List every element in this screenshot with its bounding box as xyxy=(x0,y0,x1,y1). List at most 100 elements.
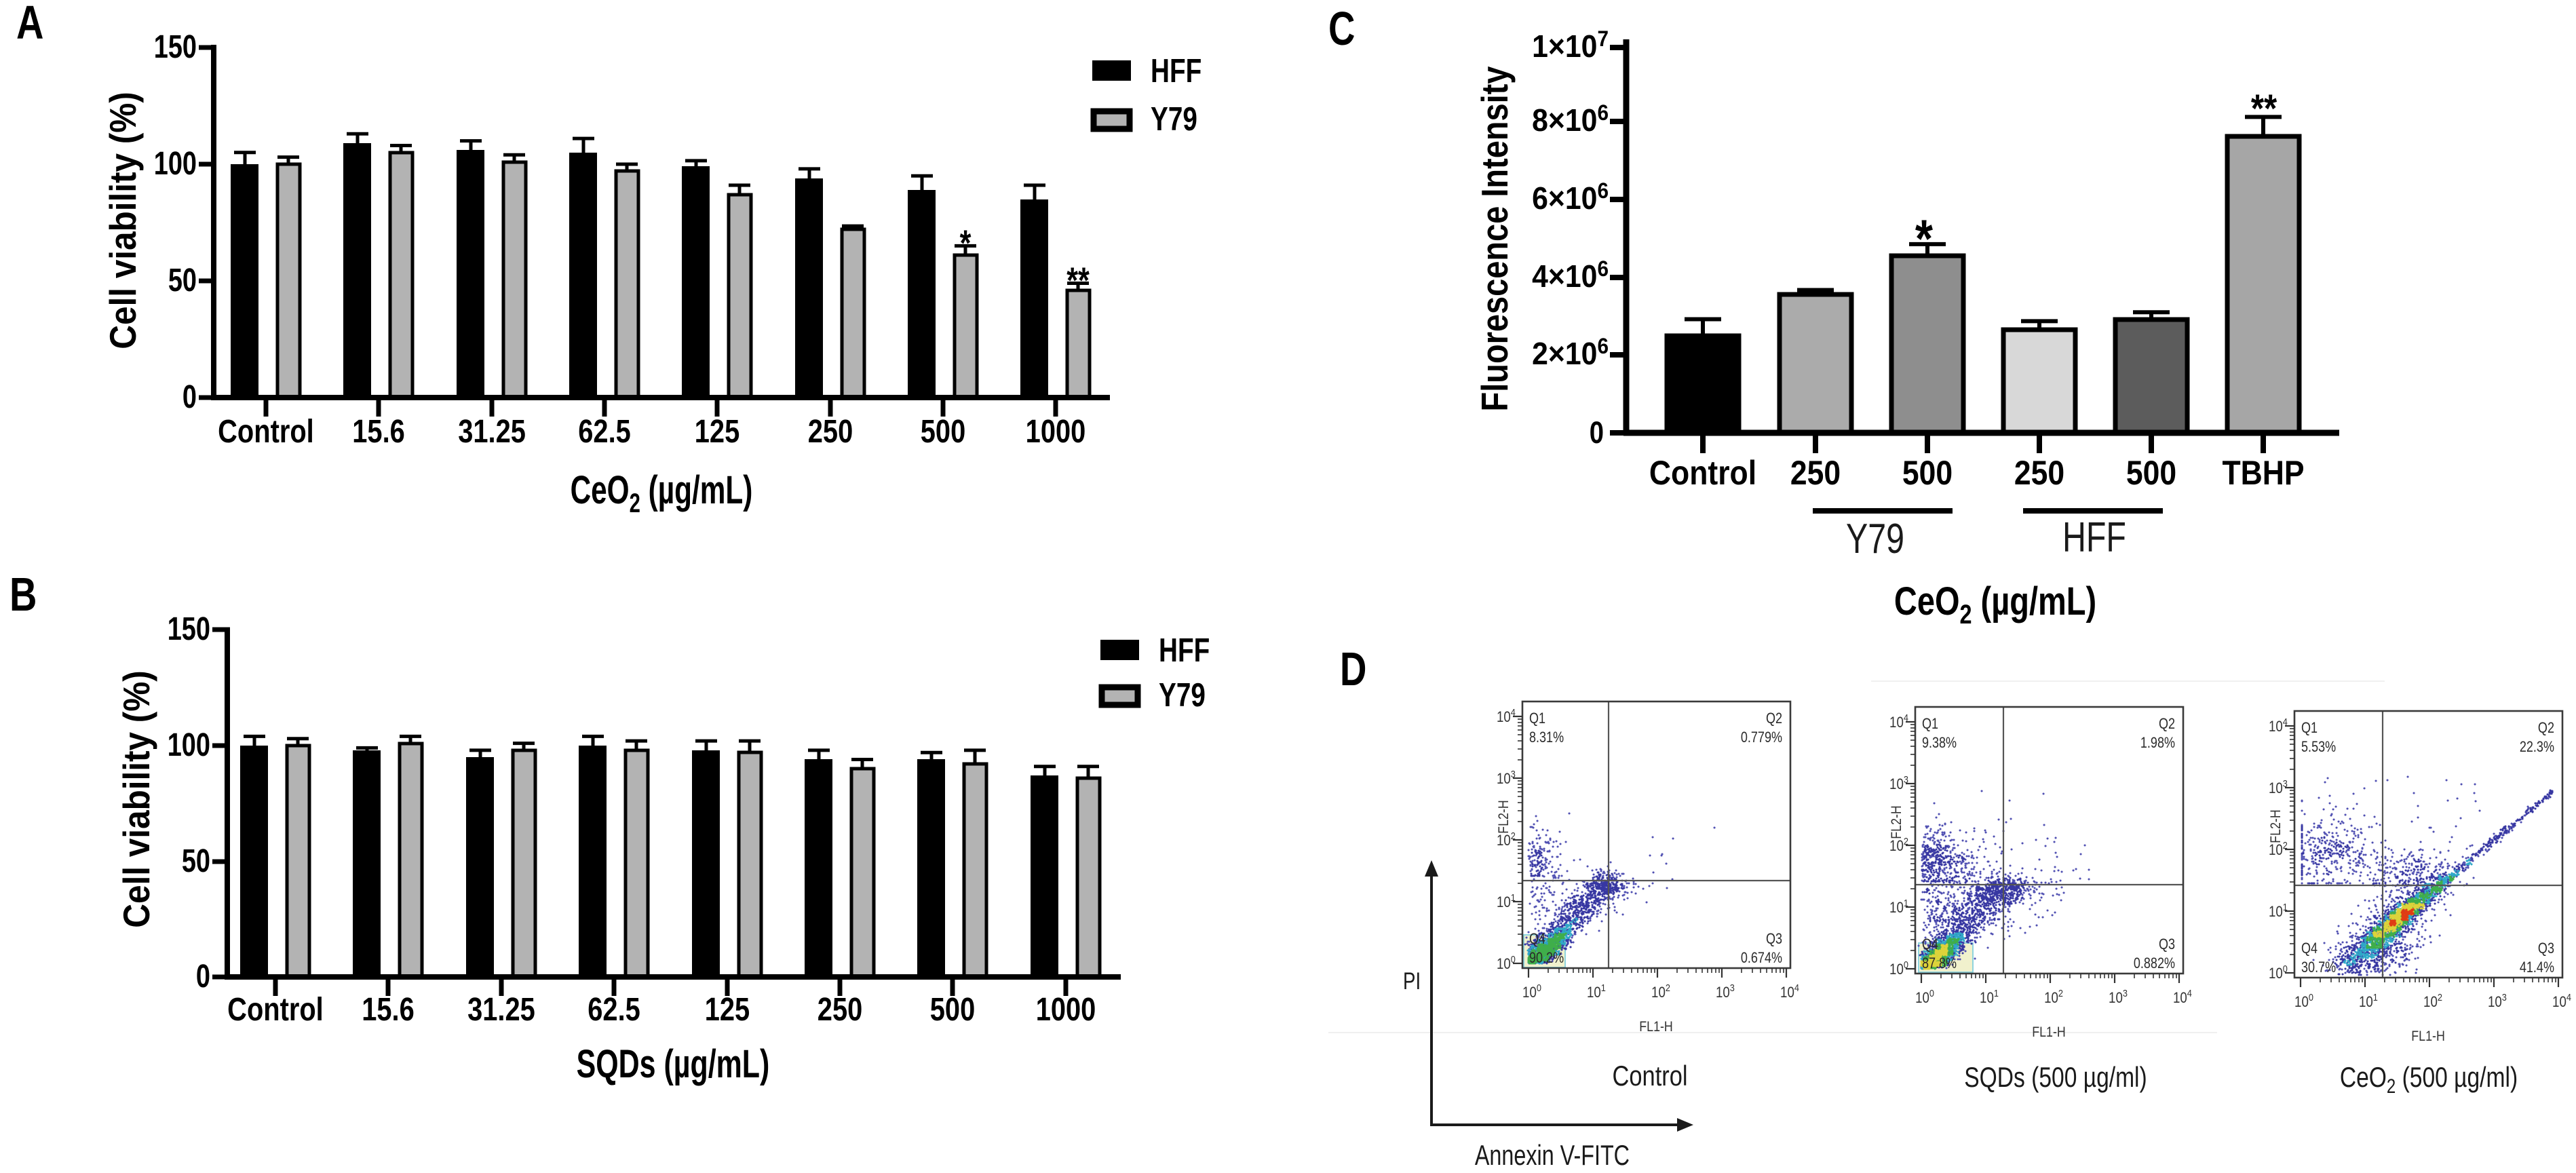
svg-text:103: 103 xyxy=(1497,768,1516,787)
svg-text:A: A xyxy=(16,0,43,49)
svg-text:Annexin V-FITC: Annexin V-FITC xyxy=(1475,1139,1630,1171)
svg-text:101: 101 xyxy=(1497,891,1516,910)
svg-text:SQDs (µg/mL): SQDs (µg/mL) xyxy=(577,1042,770,1086)
svg-text:62.5: 62.5 xyxy=(588,992,640,1028)
svg-text:Control: Control xyxy=(1649,455,1756,493)
svg-text:50: 50 xyxy=(182,843,210,879)
svg-text:FL1-H: FL1-H xyxy=(2032,1024,2066,1041)
svg-text:103: 103 xyxy=(1889,773,1908,792)
svg-text:103: 103 xyxy=(1716,982,1735,1001)
svg-text:TBHP: TBHP xyxy=(2222,455,2304,493)
svg-text:31.25: 31.25 xyxy=(458,414,526,450)
svg-text:Control: Control xyxy=(218,414,314,450)
svg-text:101: 101 xyxy=(1587,982,1606,1001)
svg-text:PI: PI xyxy=(1403,967,1421,995)
svg-text:15.6: 15.6 xyxy=(352,414,405,450)
svg-text:C: C xyxy=(1328,3,1355,56)
svg-text:HFF: HFF xyxy=(1159,632,1210,669)
svg-text:250: 250 xyxy=(808,414,853,450)
svg-text:0: 0 xyxy=(1590,415,1604,450)
svg-text:102: 102 xyxy=(1651,982,1670,1001)
svg-text:1.98%: 1.98% xyxy=(2140,735,2175,751)
svg-text:41.4%: 41.4% xyxy=(2520,959,2554,976)
svg-text:Y79: Y79 xyxy=(1846,515,1904,562)
svg-text:22.3%: 22.3% xyxy=(2520,739,2554,755)
svg-text:Cell viability (%): Cell viability (%) xyxy=(117,670,158,928)
svg-text:Control: Control xyxy=(1613,1060,1688,1092)
svg-text:FL1-H: FL1-H xyxy=(1639,1019,1673,1035)
svg-text:2×106: 2×106 xyxy=(1532,334,1609,371)
svg-text:Q2: Q2 xyxy=(2159,716,2175,732)
svg-text:Q1: Q1 xyxy=(1922,716,1938,732)
svg-text:100: 100 xyxy=(1915,987,1934,1006)
svg-text:250: 250 xyxy=(818,992,862,1028)
svg-text:CeO2 (µg/mL): CeO2 (µg/mL) xyxy=(571,467,753,518)
svg-text:**: ** xyxy=(1066,261,1090,301)
svg-text:100: 100 xyxy=(168,727,210,763)
svg-text:15.6: 15.6 xyxy=(362,992,415,1028)
svg-text:SQDs (500 µg/ml): SQDs (500 µg/ml) xyxy=(1964,1062,2147,1094)
svg-text:100: 100 xyxy=(1497,953,1516,972)
svg-text:1000: 1000 xyxy=(1026,414,1086,450)
svg-text:8.31%: 8.31% xyxy=(1529,729,1564,746)
svg-text:100: 100 xyxy=(154,146,197,182)
svg-text:CeO2 (500 µg/ml): CeO2 (500 µg/ml) xyxy=(2340,1062,2518,1098)
svg-text:102: 102 xyxy=(2044,987,2063,1006)
svg-text:FL2-H: FL2-H xyxy=(2268,809,2284,843)
svg-text:HFF: HFF xyxy=(2062,514,2126,560)
svg-text:87.8%: 87.8% xyxy=(1922,955,1957,972)
svg-text:D: D xyxy=(1340,643,1366,696)
svg-text:62.5: 62.5 xyxy=(578,414,631,450)
svg-text:Q4: Q4 xyxy=(1529,931,1545,947)
svg-text:Q3: Q3 xyxy=(2538,940,2554,957)
svg-text:Q4: Q4 xyxy=(2301,940,2318,957)
svg-text:31.25: 31.25 xyxy=(467,992,535,1028)
svg-text:*: * xyxy=(960,223,972,264)
svg-text:250: 250 xyxy=(1790,455,1841,493)
svg-text:0.779%: 0.779% xyxy=(1741,729,1782,746)
svg-text:0: 0 xyxy=(196,959,210,995)
svg-text:Control: Control xyxy=(227,992,324,1028)
svg-text:104: 104 xyxy=(2269,716,2288,735)
svg-text:90.2%: 90.2% xyxy=(1529,950,1564,966)
svg-text:Fluorescence Intensity: Fluorescence Intensity xyxy=(1474,66,1516,411)
svg-text:Cell viability (%): Cell viability (%) xyxy=(103,92,145,349)
svg-text:30.7%: 30.7% xyxy=(2301,959,2336,976)
svg-text:500: 500 xyxy=(921,414,965,450)
svg-text:6×106: 6×106 xyxy=(1532,178,1609,216)
svg-text:B: B xyxy=(9,569,37,621)
svg-text:HFF: HFF xyxy=(1151,53,1202,90)
svg-text:1000: 1000 xyxy=(1036,992,1096,1028)
svg-text:500: 500 xyxy=(930,992,975,1028)
svg-text:101: 101 xyxy=(1889,897,1908,916)
svg-text:9.38%: 9.38% xyxy=(1922,735,1957,751)
svg-text:FL2-H: FL2-H xyxy=(1496,800,1512,834)
svg-text:250: 250 xyxy=(2014,455,2064,493)
svg-text:150: 150 xyxy=(168,611,210,647)
svg-text:Q1: Q1 xyxy=(1529,710,1545,727)
svg-text:Q2: Q2 xyxy=(2538,720,2554,736)
svg-text:0.674%: 0.674% xyxy=(1741,950,1782,966)
svg-text:104: 104 xyxy=(1497,706,1516,725)
svg-text:104: 104 xyxy=(1780,982,1799,1001)
svg-text:Y79: Y79 xyxy=(1159,677,1206,714)
svg-text:*: * xyxy=(1915,209,1934,269)
svg-text:103: 103 xyxy=(2488,991,2507,1010)
svg-text:Q3: Q3 xyxy=(1766,931,1782,947)
svg-text:103: 103 xyxy=(2269,777,2288,796)
svg-text:Q4: Q4 xyxy=(1922,936,1938,953)
svg-text:150: 150 xyxy=(154,29,197,65)
svg-text:CeO2 (µg/mL): CeO2 (µg/mL) xyxy=(1894,579,2096,629)
svg-text:125: 125 xyxy=(695,414,739,450)
svg-text:101: 101 xyxy=(2359,991,2378,1010)
svg-text:Q1: Q1 xyxy=(2301,720,2318,736)
svg-text:Y79: Y79 xyxy=(1151,101,1197,138)
svg-text:0.882%: 0.882% xyxy=(2134,955,2175,972)
svg-text:102: 102 xyxy=(2423,991,2442,1010)
svg-text:103: 103 xyxy=(2109,987,2128,1006)
svg-text:500: 500 xyxy=(1902,455,1953,493)
svg-text:Q3: Q3 xyxy=(2159,936,2175,953)
svg-text:1×107: 1×107 xyxy=(1532,26,1609,64)
svg-text:**: ** xyxy=(2251,87,2277,131)
svg-text:Q2: Q2 xyxy=(1766,710,1782,727)
